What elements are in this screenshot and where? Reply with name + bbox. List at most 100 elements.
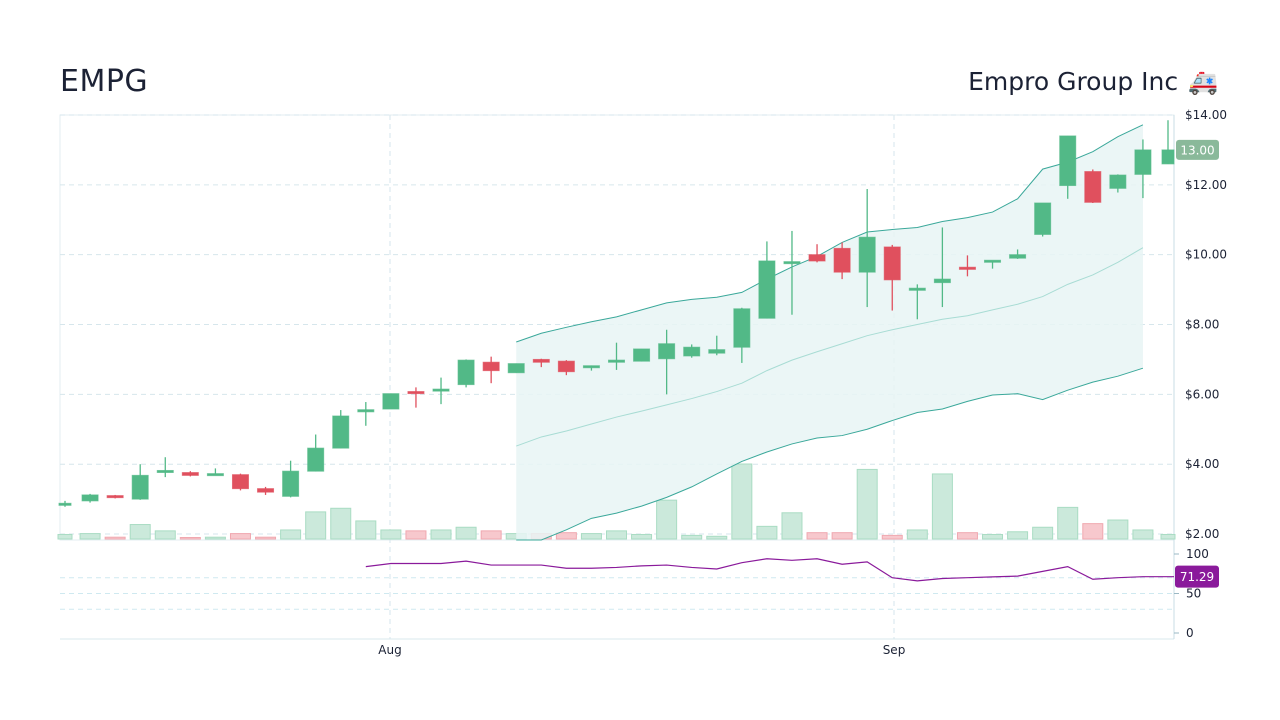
volume-bar bbox=[631, 533, 653, 540]
volume-bar bbox=[255, 536, 277, 540]
volume-bar bbox=[430, 529, 452, 540]
bollinger-upper bbox=[516, 124, 1144, 343]
rsi-axis-label: 100 bbox=[1186, 547, 1209, 561]
candle-body bbox=[382, 393, 400, 410]
candle-body bbox=[808, 254, 826, 262]
volume-bar bbox=[856, 468, 878, 540]
bollinger-lower bbox=[516, 367, 1144, 541]
bollinger-fill bbox=[516, 124, 1143, 541]
volume-bar bbox=[756, 525, 778, 540]
candle-body bbox=[557, 360, 575, 373]
candle-body bbox=[683, 346, 701, 357]
volume-bar bbox=[355, 520, 377, 540]
volume-bar bbox=[1132, 529, 1154, 540]
volume-bar bbox=[79, 533, 101, 540]
candle-body bbox=[181, 472, 199, 476]
candle-body bbox=[156, 469, 174, 473]
company-name: Empro Group Inc bbox=[968, 67, 1179, 96]
candle-body bbox=[883, 246, 901, 281]
volume-bar bbox=[1032, 526, 1054, 540]
candle-body bbox=[633, 348, 651, 362]
candle-body bbox=[131, 474, 149, 500]
candle-body bbox=[933, 278, 951, 284]
candle-body bbox=[257, 488, 275, 493]
volume-bar bbox=[1007, 531, 1029, 540]
candle-body bbox=[733, 308, 751, 348]
candle-body bbox=[1109, 174, 1127, 189]
candle-body bbox=[658, 343, 676, 360]
ticker-symbol: EMPG bbox=[60, 64, 149, 99]
candle-body bbox=[332, 415, 350, 449]
candle-body bbox=[106, 495, 124, 499]
bollinger-bands bbox=[516, 124, 1144, 541]
volume-bar bbox=[129, 524, 151, 540]
volume-bar bbox=[906, 529, 928, 540]
candle-body bbox=[833, 247, 851, 273]
candle-body bbox=[1134, 149, 1152, 175]
rsi-line bbox=[365, 558, 1174, 582]
volume-bar bbox=[305, 511, 327, 540]
volume-bar bbox=[280, 529, 302, 540]
candle-body bbox=[582, 365, 600, 369]
candle-body bbox=[984, 259, 1002, 263]
price-axis-label: $14.00 bbox=[1185, 108, 1227, 122]
candle-body bbox=[432, 388, 450, 392]
candlesticks bbox=[58, 120, 1175, 507]
volume-bar bbox=[681, 534, 703, 540]
volume-bar bbox=[982, 533, 1004, 540]
volume-bar bbox=[380, 529, 402, 540]
volume-bar bbox=[1107, 519, 1129, 540]
volume-bar bbox=[480, 530, 502, 540]
candle-body bbox=[81, 494, 99, 502]
axes: $14.00 $12.00 $10.00 $8.00 $6.00 $4.00 $2.00 10… bbox=[378, 108, 1227, 657]
volume-bars bbox=[57, 463, 1176, 540]
volume-bar bbox=[57, 533, 73, 540]
price-axis-label: $6.00 bbox=[1185, 387, 1219, 401]
volume-bar bbox=[606, 530, 627, 540]
candle-body bbox=[958, 266, 976, 270]
candle-body bbox=[1084, 171, 1102, 203]
price-axis-label: $8.00 bbox=[1185, 318, 1219, 332]
last-price-badge bbox=[1176, 139, 1219, 160]
rsi-panel bbox=[365, 558, 1174, 582]
volume-bar bbox=[931, 473, 953, 540]
volume-bar bbox=[731, 463, 753, 540]
candle-body bbox=[482, 361, 500, 372]
volume-bar bbox=[580, 533, 602, 540]
volume-bar bbox=[1057, 506, 1079, 540]
volume-bar bbox=[179, 537, 201, 540]
volume-bar bbox=[154, 530, 176, 540]
price-axis-label: $12.00 bbox=[1185, 178, 1227, 192]
company-name-block: Empro Group Inc 🚑 bbox=[968, 67, 1218, 96]
candle-body bbox=[282, 470, 300, 497]
bollinger-middle bbox=[516, 247, 1144, 447]
candle-body bbox=[608, 359, 625, 363]
candle-body bbox=[1161, 149, 1175, 165]
price-axis-label: $4.00 bbox=[1185, 457, 1219, 471]
month-label: Aug bbox=[378, 643, 401, 657]
candle-body bbox=[858, 236, 876, 273]
candle-body bbox=[206, 473, 224, 477]
candle-body bbox=[231, 474, 249, 490]
volume-bar bbox=[229, 533, 251, 540]
rsi-axis-label: 0 bbox=[1186, 626, 1194, 640]
candle-body bbox=[758, 260, 776, 319]
candle-body bbox=[307, 447, 325, 472]
candle-body bbox=[58, 502, 72, 506]
price-axis-label: $10.00 bbox=[1185, 248, 1227, 262]
volume-bar bbox=[1160, 533, 1176, 540]
candle-body bbox=[908, 287, 926, 291]
candle-body bbox=[783, 261, 801, 265]
volume-bar bbox=[455, 526, 477, 540]
volume-bar bbox=[104, 536, 126, 540]
volume-bar bbox=[1082, 523, 1104, 540]
volume-bar bbox=[204, 536, 226, 540]
volume-bar bbox=[956, 532, 978, 540]
volume-bar bbox=[706, 535, 728, 540]
candle-body bbox=[708, 349, 726, 354]
candle-body bbox=[407, 391, 425, 395]
candle-body bbox=[507, 363, 525, 374]
rsi-axis-label: 50 bbox=[1186, 587, 1201, 601]
volume-bar bbox=[555, 532, 577, 540]
